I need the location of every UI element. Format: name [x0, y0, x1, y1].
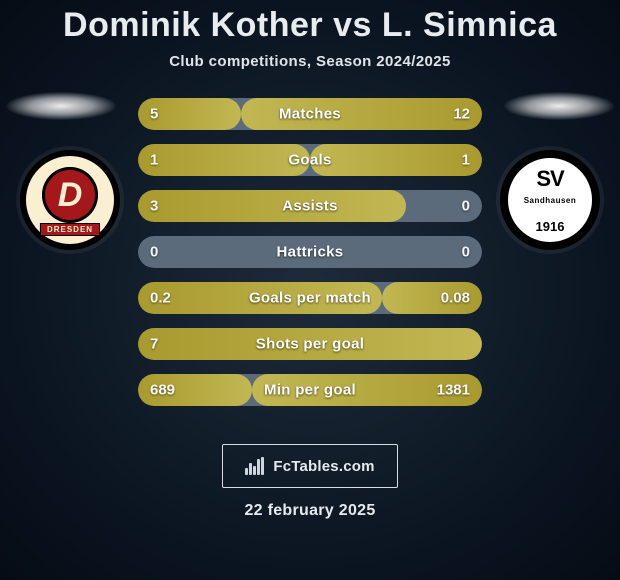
stat-bar: 11Goals	[138, 144, 482, 176]
team-right-arc: Sandhausen	[508, 196, 592, 205]
halo-left	[6, 92, 116, 120]
stat-bar: 512Matches	[138, 98, 482, 130]
team-right-year: 1916	[508, 219, 592, 234]
stat-label: Hattricks	[138, 244, 482, 261]
stat-label: Shots per goal	[138, 336, 482, 353]
team-right-sv: SV	[508, 166, 592, 192]
stat-label: Goals	[138, 152, 482, 169]
stat-label: Assists	[138, 198, 482, 215]
stat-bar: 00Hattricks	[138, 236, 482, 268]
stat-label: Min per goal	[138, 382, 482, 399]
stat-bar: 7Shots per goal	[138, 328, 482, 360]
stat-bar: 0.20.08Goals per match	[138, 282, 482, 314]
team-logo-right: SV Sandhausen 1916	[500, 150, 600, 250]
stat-label: Matches	[138, 106, 482, 123]
brand-text: FcTables.com	[273, 458, 374, 475]
barchart-icon	[245, 457, 267, 475]
date-text: 22 february 2025	[0, 502, 620, 520]
team-logo-left: DRESDEN	[20, 150, 120, 250]
halo-right	[504, 92, 614, 120]
stat-bar: 6891381Min per goal	[138, 374, 482, 406]
player2-name: L. Simnica	[382, 6, 557, 44]
stat-bar: 30Assists	[138, 190, 482, 222]
brand-box: FcTables.com	[222, 444, 398, 488]
subtitle: Club competitions, Season 2024/2025	[0, 53, 620, 70]
team-left-ribbon: DRESDEN	[40, 223, 100, 236]
page-title: Dominik Kother vs L. Simnica	[0, 0, 620, 45]
stat-bars: 512Matches 11Goals 30Assists 00Hattricks 0.2…	[138, 98, 482, 406]
vs-text: vs	[333, 6, 372, 44]
player1-name: Dominik Kother	[63, 6, 323, 44]
stat-label: Goals per match	[138, 290, 482, 307]
comparison-arena: DRESDEN SV Sandhausen 1916 512Matches 11G…	[0, 92, 620, 422]
